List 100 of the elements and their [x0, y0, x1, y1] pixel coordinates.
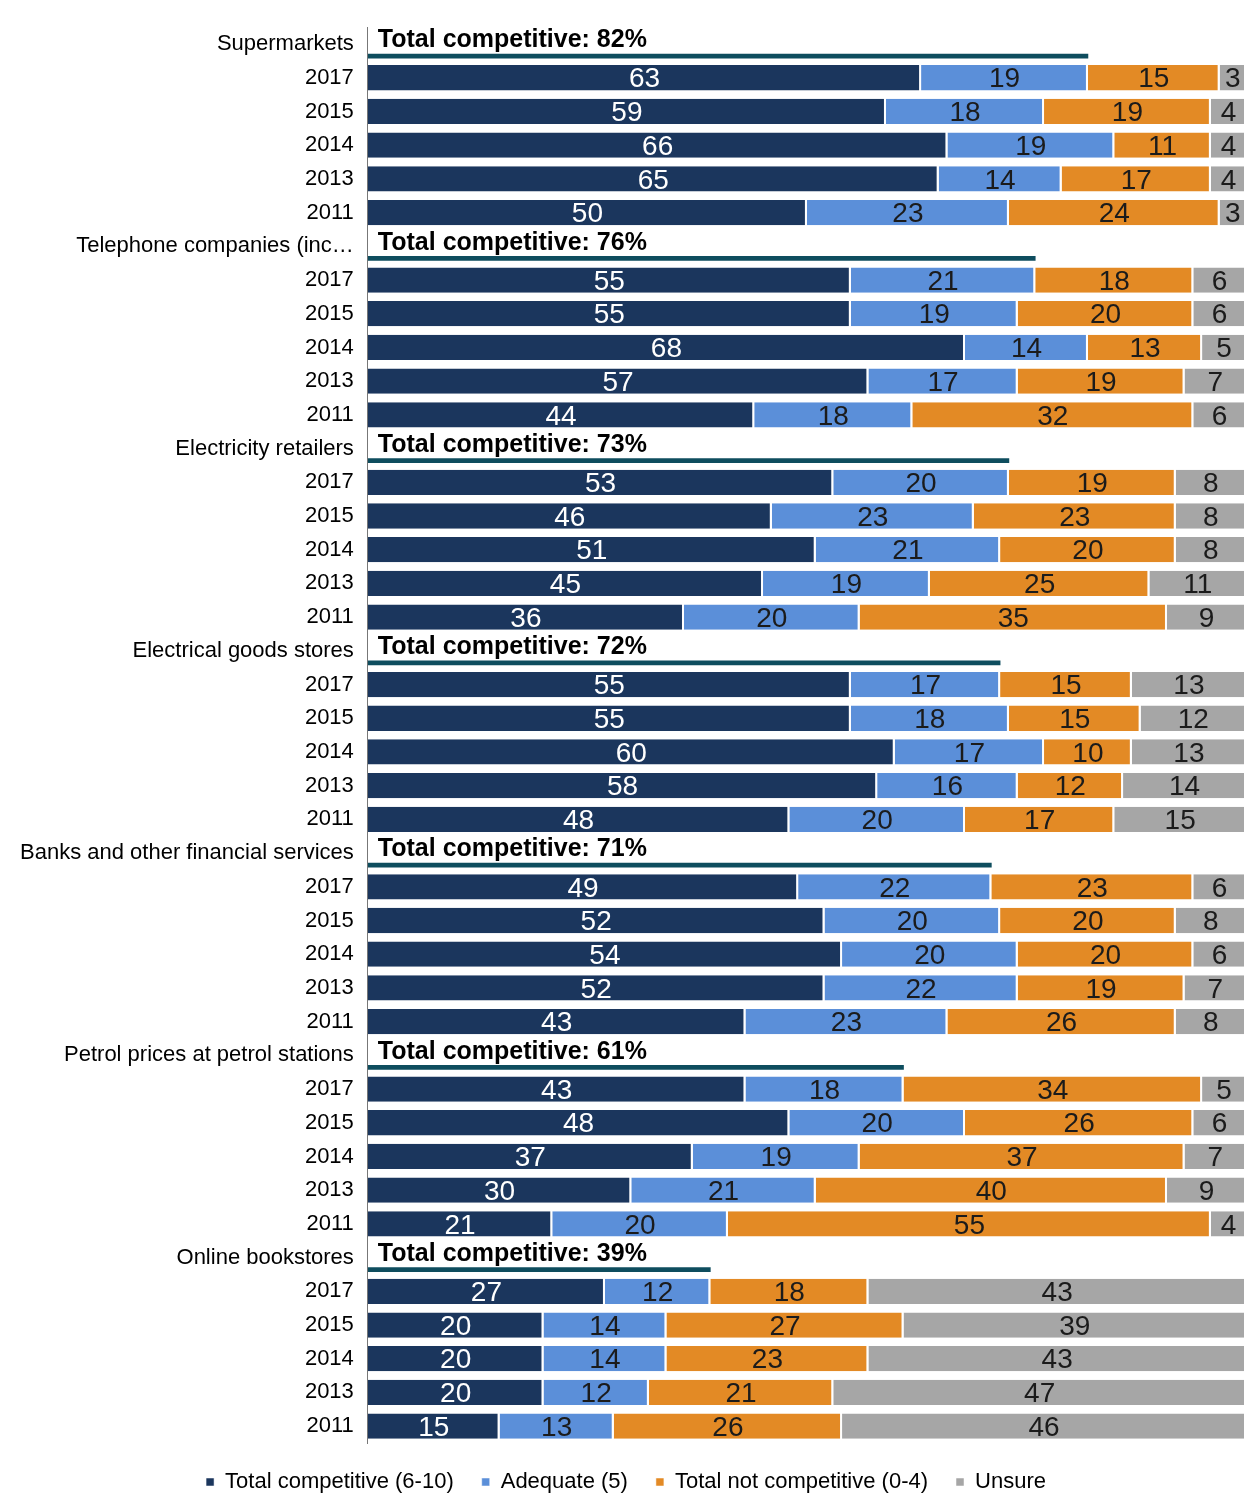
y-tick-label: 2017: [304, 266, 354, 292]
data-label: 19: [1085, 972, 1117, 1004]
data-label: 26: [1063, 1107, 1095, 1139]
data-label: 54: [589, 938, 621, 970]
data-label: 6: [1211, 264, 1228, 296]
data-label: 7: [1207, 972, 1224, 1004]
data-label: 50: [571, 197, 603, 229]
data-label: 37: [1006, 1141, 1038, 1173]
y-tick-label: 2017: [304, 1075, 354, 1101]
data-label: 43: [541, 1006, 573, 1038]
y-tick-label: 2017: [304, 468, 354, 494]
data-label: 20: [440, 1377, 472, 1409]
data-label: 20: [440, 1309, 472, 1341]
data-label: 48: [563, 804, 595, 836]
data-label: 20: [1089, 938, 1122, 970]
data-label: 14: [1168, 770, 1201, 802]
data-label: 65: [637, 163, 669, 195]
data-label: 20: [440, 1343, 472, 1375]
data-label: 55: [953, 1208, 985, 1240]
data-label: 8: [1203, 467, 1219, 498]
data-label: 63: [628, 62, 661, 94]
y-tick-label: 2011: [306, 1209, 354, 1235]
data-label: 18: [914, 702, 946, 734]
data-label: 20: [1072, 905, 1104, 937]
data-label: 18: [949, 96, 981, 128]
y-tick-label: 2013: [304, 973, 354, 999]
data-label: 17: [909, 669, 942, 701]
data-label: 9: [1198, 1174, 1215, 1206]
data-label: Total competitive: 61%: [377, 1035, 647, 1064]
data-label: 59: [611, 96, 643, 128]
data-label: 15: [1138, 62, 1170, 94]
data-label: 17: [953, 736, 985, 768]
data-label: 20: [1089, 298, 1122, 330]
data-label: 47: [1024, 1377, 1056, 1409]
data-label: 35: [997, 601, 1029, 633]
legend-label: Unsure: [975, 1468, 1046, 1494]
data-label: 17: [1120, 163, 1152, 195]
data-label: 18: [1098, 264, 1130, 296]
data-label: 32: [1037, 399, 1069, 431]
data-label: 58: [606, 770, 639, 802]
data-label: Total competitive: 82%: [377, 24, 647, 53]
data-label: 19: [760, 1141, 792, 1173]
data-label: 17: [1024, 804, 1056, 836]
data-label: 36: [510, 601, 542, 633]
data-label: 23: [1076, 871, 1108, 903]
legend-label: Total not competitive (0-4): [674, 1468, 929, 1494]
y-tick-label: 2011: [306, 198, 354, 224]
data-label: 10: [1072, 736, 1104, 768]
data-label: 24: [1098, 197, 1130, 229]
data-label: 55: [593, 702, 625, 734]
y-tick-label: 2011: [306, 805, 354, 831]
data-label: 13: [1173, 669, 1205, 701]
y-tick-label: 2013: [304, 164, 354, 190]
data-label: 13: [1173, 736, 1205, 768]
data-label: Total competitive: 71%: [377, 833, 647, 862]
data-label: Total competitive: 72%: [377, 631, 647, 660]
y-tick-label: 2014: [304, 333, 354, 359]
y-tick-label: 2014: [304, 738, 354, 764]
data-label: 19: [1111, 96, 1144, 128]
data-label: 15: [1050, 669, 1082, 701]
data-label: 20: [861, 804, 893, 836]
data-label: 20: [624, 1208, 656, 1240]
data-label: 23: [751, 1343, 783, 1375]
data-label: Total competitive: 73%: [377, 428, 647, 457]
data-label: 20: [861, 1107, 893, 1139]
data-label: 20: [914, 938, 946, 970]
y-tick-label: 2017: [304, 1277, 354, 1303]
data-label: 19: [1085, 365, 1117, 397]
data-label: 3: [1225, 62, 1241, 94]
data-label: 12: [1054, 770, 1086, 802]
data-label: 13: [1129, 332, 1161, 364]
data-label: 6: [1211, 1107, 1228, 1139]
data-label: 26: [712, 1410, 744, 1442]
y-tick-label: 2013: [304, 1176, 354, 1202]
y-tick-label: 2014: [304, 1344, 354, 1370]
y-tick-label: 2015: [304, 502, 354, 528]
data-label: 21: [725, 1377, 757, 1409]
data-label: 23: [830, 1006, 863, 1038]
data-label: 43: [1041, 1276, 1073, 1308]
y-tick-label: 2015: [304, 1311, 354, 1337]
y-tick-label: 2013: [304, 569, 354, 595]
data-label: 21: [927, 264, 959, 296]
data-label: 52: [580, 905, 612, 937]
y-tick-label: 2011: [306, 1412, 354, 1438]
data-label: 9: [1198, 601, 1215, 633]
y-tick-label: Banks and other financial services: [19, 839, 354, 865]
data-label: 5: [1216, 332, 1232, 364]
y-tick-label: 2014: [304, 1142, 354, 1168]
y-tick-label: 2014: [304, 131, 354, 157]
data-label: 19: [1076, 467, 1108, 498]
data-label: 55: [593, 264, 625, 296]
legend-label: Adequate (5): [500, 1468, 628, 1494]
data-label: 14: [589, 1343, 621, 1375]
data-label: 15: [1059, 702, 1091, 734]
data-label: 23: [892, 197, 924, 229]
data-label: 34: [1037, 1073, 1069, 1105]
data-label: 27: [769, 1309, 801, 1341]
data-label: 21: [444, 1208, 476, 1240]
data-label: 25: [1024, 568, 1056, 600]
data-label: 45: [549, 568, 582, 600]
